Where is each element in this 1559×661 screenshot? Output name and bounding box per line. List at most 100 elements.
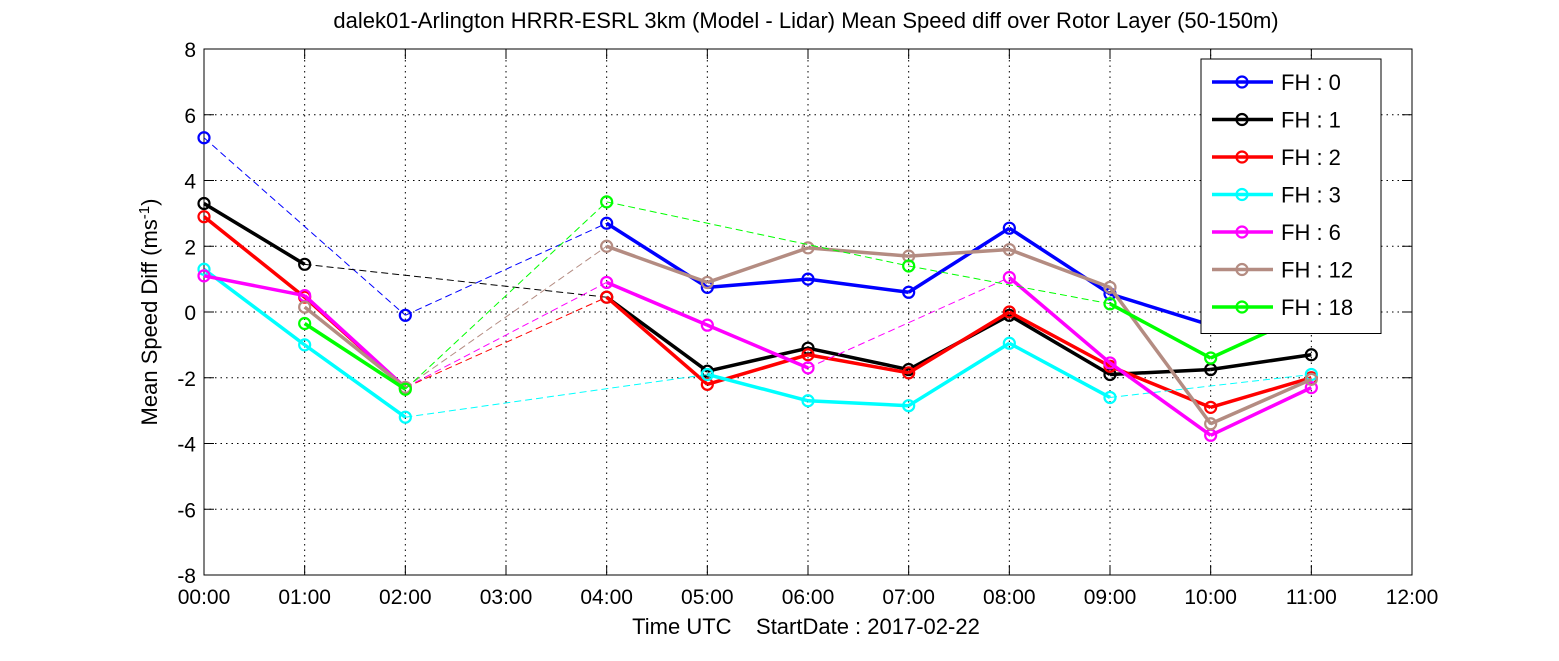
series-line-segment: [1209, 377, 1313, 426]
y-axis-tick-labels: 8 6 4 2 0 -2 -4 -6 -8: [177, 39, 196, 588]
x-tick-label: 01:00: [278, 586, 331, 609]
series-gap-segment: [1109, 373, 1312, 398]
data-point: [1204, 351, 1218, 365]
series-line-segment: [1108, 361, 1212, 437]
series-line-segment: [807, 246, 909, 258]
y-tick-label: -6: [177, 499, 196, 522]
series-gap-segment: [405, 373, 708, 418]
series-line-segment: [1008, 247, 1111, 289]
data-point: [197, 269, 211, 283]
data-point: [298, 316, 312, 331]
legend-marker: [1235, 225, 1249, 239]
series-line-segment: [807, 353, 909, 375]
data-point: [398, 410, 412, 424]
series-fh-3: [197, 262, 1318, 424]
chart-title: dalek01-Arlington HRRR-ESRL 3km (Model -…: [333, 8, 1278, 33]
data-point: [298, 300, 312, 314]
data-point: [902, 366, 916, 380]
data-point: [700, 318, 714, 332]
series-line-segment: [303, 343, 407, 419]
data-point: [700, 275, 714, 290]
series-line-segment: [907, 226, 1011, 294]
legend-label: FH : 1: [1281, 108, 1341, 133]
data-point: [902, 285, 916, 299]
series-line-segment: [706, 323, 809, 370]
data-point: [197, 196, 211, 211]
legend-label: FH : 0: [1281, 70, 1341, 95]
y-tick-label: -4: [177, 434, 196, 457]
y-axis-label-main: Mean Speed Diff (ms: [137, 219, 162, 425]
x-tick-label: 08:00: [983, 586, 1036, 609]
data-point: [801, 348, 815, 362]
data-series: [197, 131, 1318, 442]
data-point: [600, 195, 614, 209]
legend-label: FH : 3: [1281, 183, 1341, 208]
legend-marker: [1235, 300, 1249, 314]
series-line-segment: [707, 277, 809, 290]
data-point: [197, 210, 211, 224]
data-point: [1304, 372, 1318, 386]
legend-marker: [1235, 187, 1249, 202]
y-tick-label: 2: [184, 236, 196, 259]
data-point: [600, 216, 614, 230]
data-point: [197, 131, 211, 145]
data-point: [1002, 221, 1016, 235]
axis-ticks: [203, 48, 1413, 576]
x-tick-label: 05:00: [681, 586, 734, 609]
data-point: [700, 377, 714, 391]
data-point: [1103, 390, 1117, 405]
series-line-segment: [807, 399, 909, 408]
series-line-segment: [1008, 313, 1111, 376]
series-gap-segment: [404, 201, 608, 390]
data-point: [1002, 242, 1016, 257]
data-point: [1103, 280, 1117, 294]
x-axis-tick-labels: 00:00 01:00 02:00 03:00 04:00 05:00 06:00 07:00…: [178, 586, 1439, 609]
data-point: [1002, 305, 1016, 319]
series-gap-segment: [405, 281, 607, 389]
x-tick-label: 02:00: [379, 586, 432, 609]
series-gap-segment: [405, 222, 607, 316]
y-axis-label-superscript: -1: [136, 206, 153, 219]
series-line-segment: [203, 202, 306, 266]
legend-marker: [1235, 75, 1249, 89]
x-tick-label: 00:00: [178, 586, 231, 609]
data-point: [801, 394, 815, 408]
y-axis-label-suffix: ): [137, 199, 162, 206]
data-point: [600, 275, 614, 290]
x-axis-label: Time UTC StartDate : 2017-02-22: [632, 614, 980, 639]
legend-label: FH : 12: [1281, 258, 1353, 283]
legend-label: FH : 2: [1281, 145, 1341, 170]
data-point: [902, 399, 916, 413]
x-tick-label: 06:00: [782, 586, 835, 609]
series-line-segment: [907, 341, 1011, 408]
series-line-segment: [1109, 292, 1212, 327]
series-gap-segment: [606, 201, 909, 267]
series-line-segment: [1209, 386, 1313, 437]
y-tick-label: -2: [177, 368, 196, 391]
data-point: [1103, 356, 1117, 370]
data-point: [398, 308, 412, 322]
series-line-segment: [706, 246, 809, 285]
series-gap-segment: [405, 296, 607, 389]
data-point: [902, 259, 916, 273]
series-line-segment: [202, 215, 306, 299]
series-gap-segment: [807, 277, 1010, 369]
y-tick-label: 0: [184, 302, 196, 325]
data-point: [398, 382, 412, 396]
series-gap-segment: [203, 137, 406, 316]
data-point: [1204, 400, 1218, 414]
series-line-segment: [807, 346, 910, 372]
y-tick-label: 6: [184, 105, 196, 128]
series-line-segment: [303, 322, 407, 391]
data-point: [1103, 297, 1117, 311]
series-line-segment: [706, 372, 809, 403]
series-line-segment: [1008, 226, 1111, 296]
legend-label: FH : 6: [1281, 220, 1341, 245]
data-point: [902, 249, 916, 263]
y-tick-label: 4: [184, 171, 196, 194]
y-axis-label: Mean Speed Diff (ms-1): [136, 199, 162, 426]
legend-label: FH : 18: [1281, 295, 1353, 320]
legend-marker: [1235, 150, 1249, 164]
